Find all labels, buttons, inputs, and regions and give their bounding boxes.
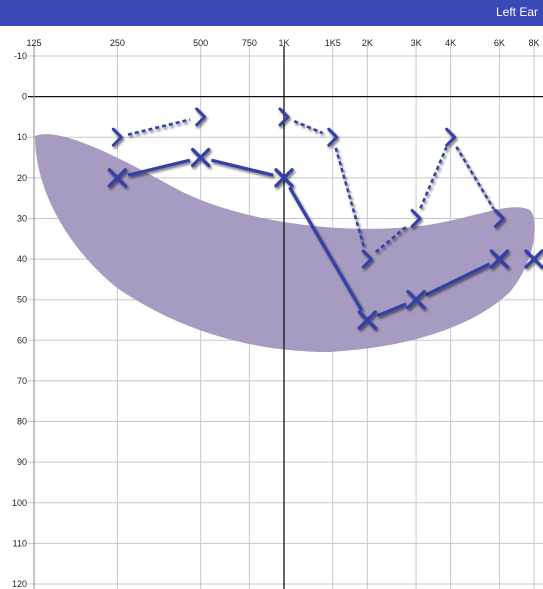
x-tick-label: 750	[242, 38, 257, 48]
series-line-segment	[127, 158, 191, 177]
x-tick-label: 1K	[278, 38, 289, 48]
y-tick-label: 20	[17, 173, 27, 183]
y-tick-label: 40	[17, 254, 27, 264]
x-marker	[524, 249, 543, 269]
y-tick-label: 10	[17, 132, 27, 142]
bone-conduction-marker	[278, 107, 290, 127]
series-line-segment	[293, 119, 324, 135]
y-tick-label: 0	[22, 92, 27, 102]
x-tick-label: 4K	[445, 38, 456, 48]
series-line-segment	[288, 186, 364, 312]
series-line-segment	[455, 145, 495, 210]
bone-conduction-marker	[445, 127, 457, 147]
x-marker	[357, 310, 378, 330]
axes	[28, 46, 543, 589]
x-marker	[274, 168, 294, 188]
y-tick-label: 100	[12, 498, 27, 508]
y-tick-label: 60	[17, 335, 27, 345]
series-line-segment	[425, 262, 491, 297]
x-tick-label: 2K	[362, 38, 373, 48]
x-tick-label: 6K	[494, 38, 505, 48]
chart-title: Left Ear	[496, 5, 539, 19]
series-line-segment	[334, 147, 366, 249]
bone-conduction-marker	[493, 208, 505, 228]
x-tick-label: 3K	[411, 38, 422, 48]
y-tick-label: 120	[12, 579, 27, 589]
x-marker	[406, 289, 426, 310]
x-marker	[489, 249, 510, 269]
speech-banana-area	[35, 134, 535, 352]
y-tick-label: 80	[17, 417, 27, 427]
y-tick-label: -10	[14, 51, 27, 61]
x-tick-label: 8K	[528, 38, 539, 48]
series-line-segment	[127, 118, 191, 136]
x-tick-label: 125	[26, 38, 41, 48]
chart-header: Left Ear	[0, 0, 543, 26]
y-tick-label: 70	[17, 376, 27, 386]
y-tick-label: 90	[17, 457, 27, 467]
series-line-segment	[210, 158, 274, 177]
x-marker	[190, 147, 211, 168]
x-tick-label: 1K5	[325, 38, 341, 48]
x-tick-label: 250	[110, 38, 125, 48]
x-tick-label: 500	[193, 38, 208, 48]
series-layer	[107, 107, 543, 330]
y-tick-label: 110	[13, 538, 27, 548]
series-line-segment	[376, 302, 407, 318]
bone-conduction-marker	[111, 127, 123, 147]
tick-labels: 125 250 500 750 1K 1K5 2K 3K 4K 6K 8K -10 0 10 20 30 40 5…	[12, 38, 540, 589]
bone-conduction-marker	[195, 107, 207, 127]
bone-conduction-marker	[361, 249, 373, 269]
y-tick-label: 30	[17, 213, 27, 223]
y-tick-label: 50	[17, 295, 27, 305]
bone-conduction-marker	[410, 208, 422, 228]
bone-conduction-marker	[327, 127, 339, 147]
x-marker	[107, 168, 128, 188]
